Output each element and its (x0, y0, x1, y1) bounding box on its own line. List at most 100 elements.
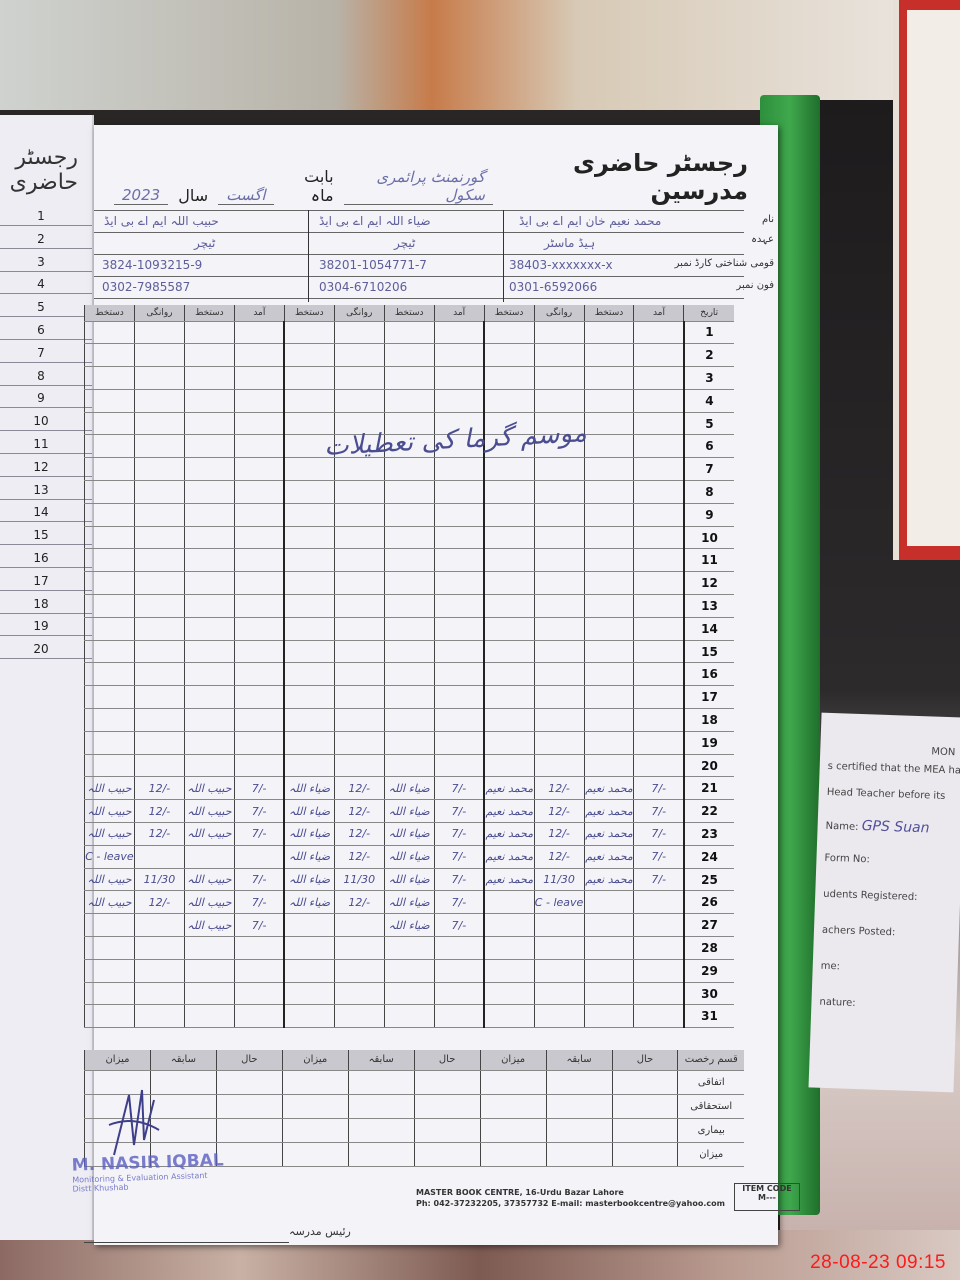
attendance-cell (433, 708, 485, 732)
attendance-cell (233, 389, 285, 413)
summary-cell (149, 1094, 217, 1119)
attendance-cell: 12/- (133, 822, 185, 846)
attendance-cell (583, 412, 634, 436)
attendance-cell (133, 640, 185, 664)
attendance-cell (283, 982, 335, 1006)
attendance-cell (233, 754, 285, 778)
attendance-cell: محمد نعیم (483, 868, 535, 892)
attendance-cell (84, 662, 135, 687)
attendance-cell (233, 662, 285, 687)
table-row: C - leave ضیاء اللہ 12/- ضیاء اللہ 7/- محمد ن… (84, 845, 734, 869)
form-line: me: (820, 960, 841, 973)
form-name-value: GPS Suan (861, 818, 930, 837)
attendance-cell (633, 571, 684, 596)
attendance-cell (633, 890, 684, 915)
summary-cell (215, 1142, 283, 1167)
column-header: دستخط (583, 305, 634, 322)
left-row-line (0, 475, 92, 477)
attendance-cell (333, 412, 385, 436)
attendance-cell (583, 503, 634, 527)
attendance-cell: 7/- (633, 822, 684, 846)
attendance-cell (133, 685, 185, 710)
attendance-cell: 12/- (133, 776, 185, 801)
teacher-1-name: محمد نعیم خان ایم اے بی ایڈ (519, 214, 662, 228)
attendance-cell (583, 480, 634, 504)
attendance-cell (533, 685, 585, 710)
attendance-cell (533, 480, 585, 504)
attendance-cell: محمد نعیم (583, 822, 634, 846)
attendance-cell (84, 548, 135, 573)
attendance-cell (133, 959, 185, 983)
attendance-cell: 7/- (633, 868, 684, 892)
attendance-cell (383, 959, 435, 983)
attendance-cell (533, 754, 585, 778)
attendance-cell (283, 480, 335, 504)
photo-timestamp: 28-08-23 09:15 (810, 1252, 946, 1273)
attendance-cell (583, 685, 634, 710)
attendance-cell: C - leave (84, 845, 135, 869)
attendance-cell (133, 913, 185, 938)
column-header: روانگی (533, 305, 585, 322)
summary-cell (215, 1118, 283, 1143)
left-row-number: 18 (33, 596, 49, 611)
attendance-cell (233, 457, 285, 482)
attendance-cell (233, 366, 285, 390)
summary-cell (413, 1142, 481, 1167)
teacher-1-designation: ہیڈ ماسٹر (544, 236, 596, 250)
attendance-cell (133, 503, 185, 527)
attendance-cell: ضیاء اللہ (383, 890, 435, 915)
attendance-cell (183, 571, 235, 596)
month-label: بابت ماہ (304, 167, 334, 205)
attendance-cell: 11/30 (533, 868, 585, 892)
day-number: 29 (682, 959, 734, 983)
day-number: 14 (682, 617, 734, 641)
left-row-number: 13 (33, 482, 49, 497)
teacher-3-cnic: 3824-1093215-9 (102, 258, 203, 272)
teacher-3-name: حبیب اللہ ایم اے بی ایڈ (104, 214, 219, 228)
attendance-cell (433, 548, 485, 573)
day-number: 7 (682, 457, 734, 482)
attendance-cell: 7/- (633, 845, 684, 869)
attendance-cell (583, 890, 634, 915)
attendance-cell (633, 343, 684, 368)
summary-cell (545, 1094, 612, 1119)
attendance-cell (433, 366, 485, 390)
attendance-cell (133, 708, 185, 732)
left-row-number: 11 (33, 437, 49, 451)
teacher-2-name: ضیاء اللہ ایم اے بی ایڈ (319, 214, 431, 228)
attendance-cell (383, 548, 435, 573)
attendance-cell (483, 412, 535, 436)
left-row-line (0, 247, 92, 249)
attendance-cell (633, 412, 684, 436)
attendance-cell: 7/- (233, 868, 285, 892)
table-row: 20 (84, 754, 734, 778)
attendance-cell (483, 594, 535, 618)
attendance-cell (433, 571, 485, 596)
attendance-cell (283, 343, 335, 368)
attendance-cell: 12/- (533, 822, 585, 846)
attendance-cell (84, 366, 135, 390)
attendance-cell (633, 1004, 684, 1029)
attendance-cell (333, 594, 385, 618)
day-number: 10 (682, 526, 734, 550)
attendance-cell (233, 594, 285, 618)
table-row: 8 (84, 480, 734, 504)
attendance-cell (333, 617, 385, 641)
column-header: دستخط (183, 305, 235, 322)
day-number: 24 (682, 845, 734, 869)
attendance-cell: 12/- (533, 799, 585, 824)
attendance-cell (233, 571, 285, 596)
attendance-cell (533, 548, 585, 573)
attendance-cell (483, 1004, 535, 1029)
attendance-cell (483, 457, 535, 482)
attendance-cell (183, 503, 235, 527)
attendance-cell (133, 366, 185, 390)
attendance-cell (383, 343, 435, 368)
attendance-cell (233, 936, 285, 960)
left-page: رجسٹر حاضری 1 2 3 4 5 6 7 8 9 10 11 12 13 14 15 16 17 18 1… (0, 115, 94, 1240)
attendance-cell (633, 754, 684, 778)
attendance-cell (483, 982, 535, 1006)
attendance-cell: ضیاء اللہ (383, 799, 435, 824)
attendance-cell (383, 640, 435, 664)
left-row-line (0, 521, 92, 523)
